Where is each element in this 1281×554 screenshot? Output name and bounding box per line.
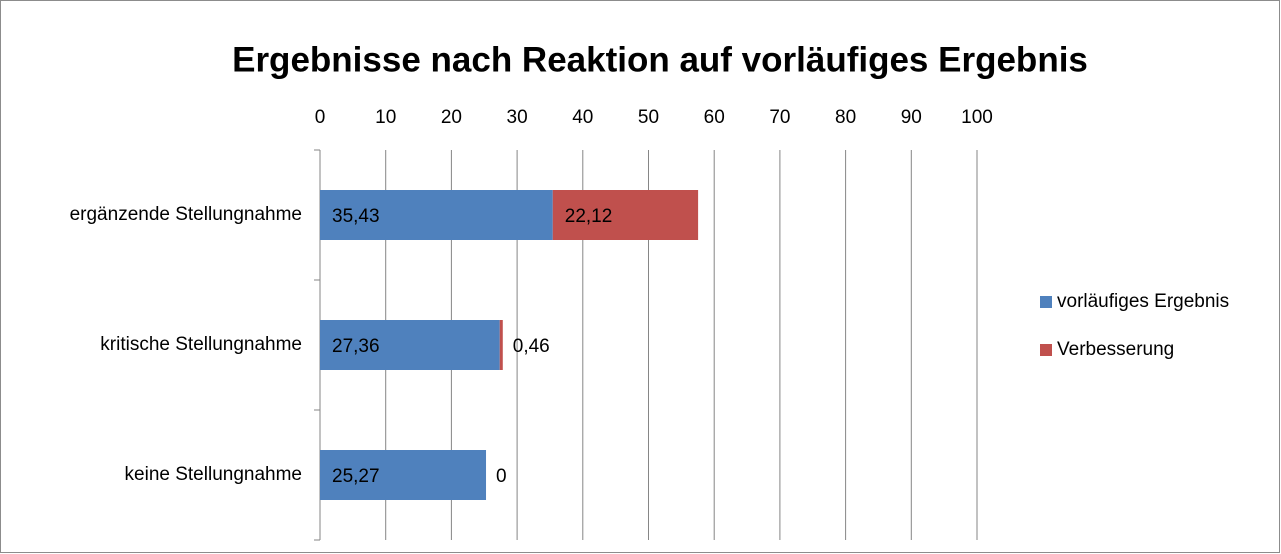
x-tick-label: 100 <box>961 107 993 128</box>
x-tick-label: 40 <box>572 107 593 128</box>
y-tick-label: kritische Stellungnahme <box>100 334 302 355</box>
x-tick-label: 50 <box>638 107 659 128</box>
y-tick-label: ergänzende Stellungnahme <box>70 204 302 225</box>
x-tick-label: 30 <box>507 107 528 128</box>
bar <box>320 450 487 500</box>
data-label: 35,43 <box>332 206 380 227</box>
data-label: 27,36 <box>332 336 380 357</box>
data-label: 0,46 <box>513 336 550 357</box>
data-label: 22,12 <box>565 206 613 227</box>
data-label: 25,27 <box>332 466 380 487</box>
data-label: 0 <box>496 466 507 487</box>
legend-label: vorläufiges Ergebnis <box>1057 291 1229 312</box>
legend-label: Verbesserung <box>1057 339 1174 360</box>
x-tick-label: 70 <box>769 107 790 128</box>
legend-swatch <box>1040 296 1052 308</box>
x-tick-label: 80 <box>835 107 856 128</box>
x-tick-label: 90 <box>901 107 922 128</box>
legend-swatch <box>1040 344 1052 356</box>
x-tick-label: 20 <box>441 107 462 128</box>
y-tick-label: keine Stellungnahme <box>125 464 302 485</box>
bar <box>499 320 503 370</box>
x-tick-label: 10 <box>375 107 396 128</box>
x-tick-label: 0 <box>315 107 326 128</box>
x-tick-label: 60 <box>704 107 725 128</box>
bar <box>320 190 553 240</box>
bar <box>320 320 500 370</box>
chart-title: Ergebnisse nach Reaktion auf vorläufiges… <box>232 40 1088 79</box>
bar <box>552 190 699 240</box>
